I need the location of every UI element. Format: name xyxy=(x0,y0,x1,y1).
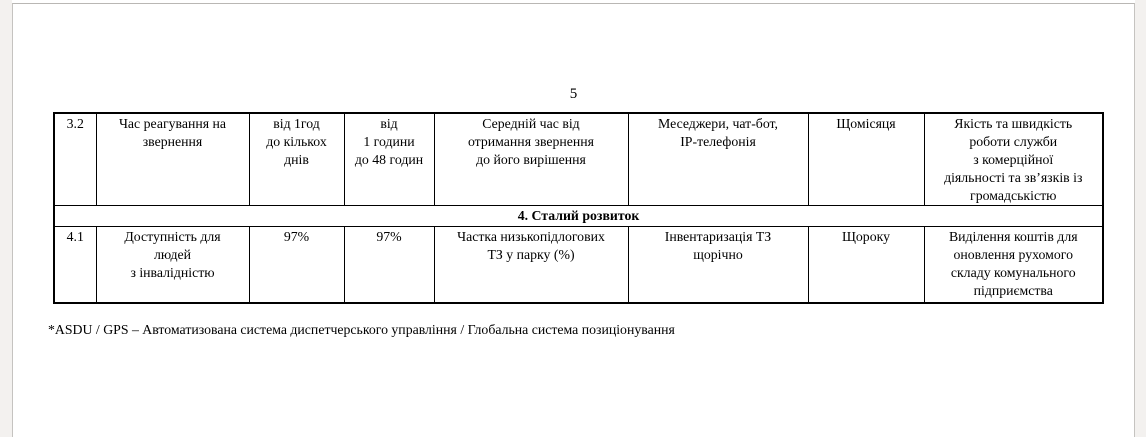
page-number: 5 xyxy=(569,86,578,102)
cell-frequency: Щомісяця xyxy=(807,112,925,206)
cell-target-value: 97% xyxy=(343,226,435,303)
cell-indicator: Доступність для людей з інвалідністю xyxy=(95,226,250,303)
cell-data-source: Меседжери, чат-бот, IP-телефонія xyxy=(627,112,809,206)
cell-measurement-method: Частка низькопідлогових ТЗ у парку (%) xyxy=(433,226,629,303)
cell-current-value: від 1год до кількох днів xyxy=(248,112,345,206)
cell-current-value: 97% xyxy=(248,226,345,303)
document-page: 5 3.2 Час реагування на звернення від 1г… xyxy=(12,3,1135,437)
table-row: 3.2 Час реагування на звернення від 1год… xyxy=(53,112,1104,206)
section-header: 4. Сталий розвиток xyxy=(53,205,1104,227)
table-row: 4.1 Доступність для людей з інвалідністю… xyxy=(53,226,1104,303)
cell-target-value: від 1 години до 48 годин xyxy=(343,112,435,206)
cell-data-source: Інвентаризація ТЗ щорічно xyxy=(627,226,809,303)
section-header-row: 4. Сталий розвиток xyxy=(53,205,1104,227)
cell-row-id: 4.1 xyxy=(53,226,97,303)
cell-measurement-method: Середній час від отримання звернення до … xyxy=(433,112,629,206)
cell-impact: Якість та швидкість роботи служби з коме… xyxy=(923,112,1104,206)
cell-indicator: Час реагування на звернення xyxy=(95,112,250,206)
kpi-table: 3.2 Час реагування на звернення від 1год… xyxy=(53,112,1104,304)
footnote: *ASDU / GPS – Автоматизована система дис… xyxy=(48,322,675,337)
page-top-gap xyxy=(12,0,1135,3)
cell-row-id: 3.2 xyxy=(53,112,97,206)
cell-frequency: Щороку xyxy=(807,226,925,303)
cell-impact: Виділення коштів для оновлення рухомого … xyxy=(923,226,1104,303)
